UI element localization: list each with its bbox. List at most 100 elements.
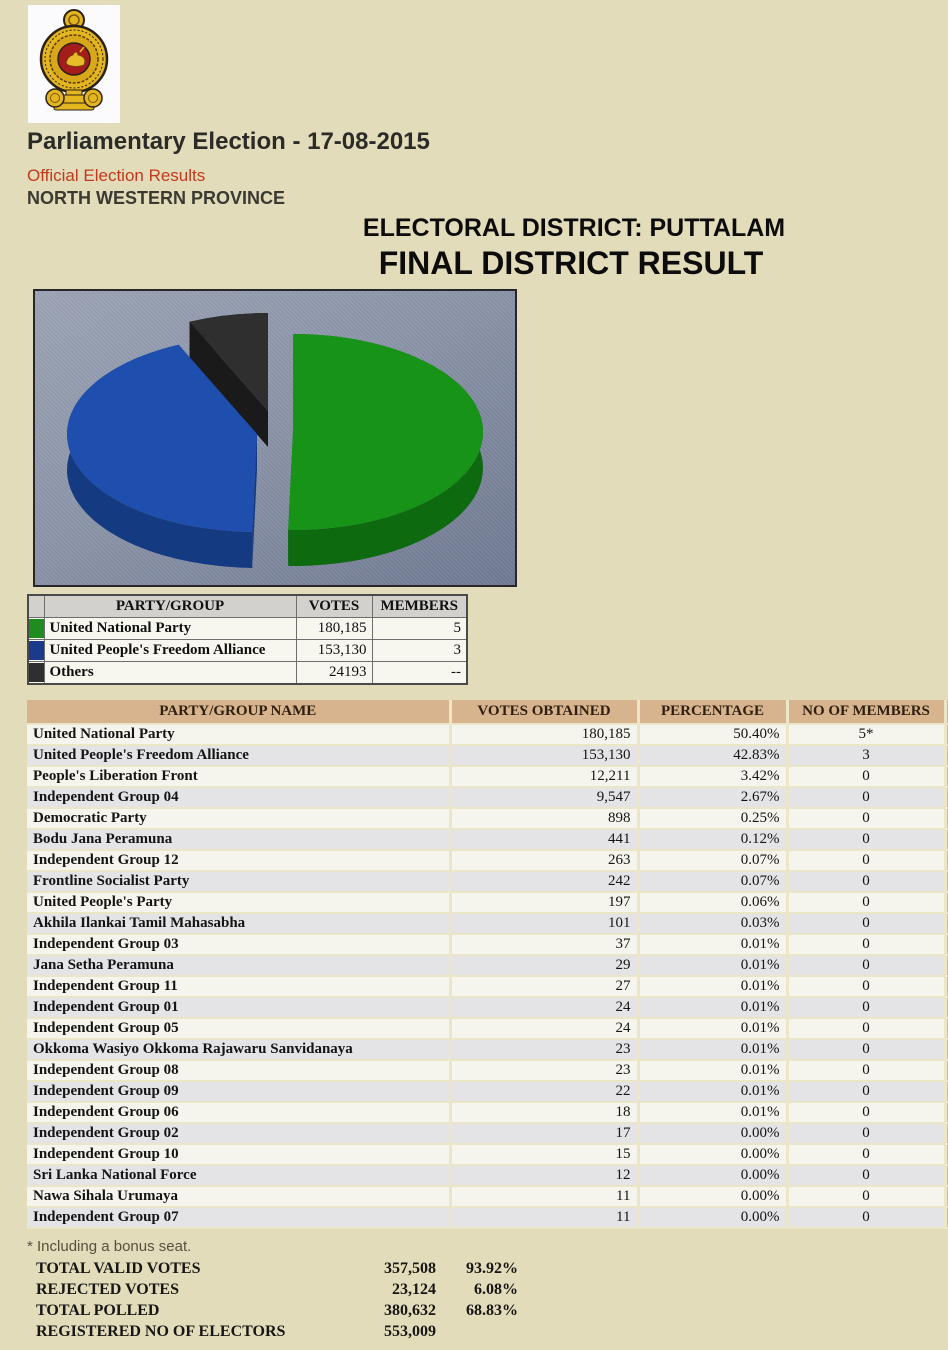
cell-no-of-members: 0 bbox=[787, 976, 947, 998]
cell-percentage: 0.25% bbox=[638, 808, 789, 830]
cell-party-name: Independent Group 11 bbox=[27, 976, 452, 998]
cell-party-name: Others bbox=[43, 661, 297, 685]
cell-filler bbox=[945, 913, 948, 935]
results-row: Independent Group 02 17 0.00% 0 bbox=[27, 1123, 948, 1145]
results-row: Independent Group 01 24 0.01% 0 bbox=[27, 997, 948, 1019]
cell-filler bbox=[945, 1102, 948, 1124]
pie-slice-united-people-s-freedom-alliance bbox=[67, 344, 258, 568]
legend-table-body: United National Party 180,185 5 United Peop… bbox=[27, 617, 468, 685]
cell-members: 3 bbox=[371, 639, 468, 662]
cell-filler bbox=[945, 1018, 948, 1040]
total-value: 553,009 bbox=[384, 1323, 436, 1340]
cell-votes-obtained: 9,547 bbox=[450, 787, 640, 809]
cell-percentage: 0.00% bbox=[638, 1144, 789, 1166]
cell-percentage: 0.01% bbox=[638, 976, 789, 998]
result-title: FINAL DISTRICT RESULT bbox=[378, 245, 764, 281]
page-title: Parliamentary Election - 17-08-2015 bbox=[27, 128, 430, 155]
cell-party-name: Sri Lanka National Force bbox=[27, 1165, 452, 1187]
cell-votes-obtained: 101 bbox=[450, 913, 640, 935]
cell-party-name: Jana Setha Peramuna bbox=[27, 955, 452, 977]
cell-party-name: Independent Group 08 bbox=[27, 1060, 452, 1082]
total-percent: 68.83% bbox=[466, 1302, 518, 1319]
cell-filler bbox=[945, 787, 948, 809]
cell-party-name: Independent Group 09 bbox=[27, 1081, 452, 1103]
legend-votes-header: VOTES bbox=[295, 594, 373, 618]
cell-party-name: Independent Group 01 bbox=[27, 997, 452, 1019]
party-color-swatch bbox=[27, 617, 45, 640]
cell-no-of-members: 0 bbox=[787, 1018, 947, 1040]
legend-row: Others 24193 -- bbox=[27, 661, 468, 685]
cell-filler bbox=[945, 955, 948, 977]
cell-votes-obtained: 27 bbox=[450, 976, 640, 998]
cell-no-of-members: 0 bbox=[787, 871, 947, 893]
results-row: Nawa Sihala Urumaya 11 0.00% 0 bbox=[27, 1186, 948, 1208]
cell-votes-obtained: 15 bbox=[450, 1144, 640, 1166]
total-label: TOTAL POLLED bbox=[36, 1302, 160, 1319]
cell-no-of-members: 0 bbox=[787, 1081, 947, 1103]
cell-percentage: 42.83% bbox=[638, 745, 789, 767]
cell-percentage: 0.06% bbox=[638, 892, 789, 914]
cell-filler bbox=[945, 1060, 948, 1082]
results-row: Independent Group 09 22 0.01% 0 bbox=[27, 1081, 948, 1103]
cell-no-of-members: 0 bbox=[787, 829, 947, 851]
totals-row: REGISTERED NO OF ELECTORS 553,009 bbox=[36, 1321, 518, 1342]
cell-party-name: Nawa Sihala Urumaya bbox=[27, 1186, 452, 1208]
total-percent: 93.92% bbox=[466, 1260, 518, 1277]
cell-votes-obtained: 24 bbox=[450, 997, 640, 1019]
cell-no-of-members: 0 bbox=[787, 1123, 947, 1145]
cell-percentage: 0.00% bbox=[638, 1186, 789, 1208]
legend-swatch-header bbox=[27, 594, 45, 618]
cell-no-of-members: 3 bbox=[787, 745, 947, 767]
legend-table: PARTY/GROUP VOTES MEMBERS United Nationa… bbox=[27, 594, 468, 685]
results-row: Jana Setha Peramuna 29 0.01% 0 bbox=[27, 955, 948, 977]
cell-votes-obtained: 12 bbox=[450, 1165, 640, 1187]
results-row: United People's Freedom Alliance 153,130 4… bbox=[27, 745, 948, 767]
cell-no-of-members: 0 bbox=[787, 1186, 947, 1208]
cell-no-of-members: 0 bbox=[787, 913, 947, 935]
cell-no-of-members: 0 bbox=[787, 1144, 947, 1166]
cell-party-name: Akhila Ilankai Tamil Mahasabha bbox=[27, 913, 452, 935]
legend-party-header: PARTY/GROUP bbox=[43, 594, 297, 618]
totals-row: TOTAL VALID VOTES 357,508 93.92% bbox=[36, 1258, 518, 1279]
cell-filler bbox=[945, 1186, 948, 1208]
cell-votes-obtained: 23 bbox=[450, 1060, 640, 1082]
district-title: ELECTORAL DISTRICT: PUTTALAM bbox=[362, 214, 786, 242]
cell-percentage: 0.12% bbox=[638, 829, 789, 851]
emblem-graphic bbox=[28, 5, 120, 123]
cell-votes: 180,185 bbox=[295, 617, 373, 640]
cell-filler bbox=[945, 850, 948, 872]
cell-party-name: Independent Group 12 bbox=[27, 850, 452, 872]
cell-percentage: 0.01% bbox=[638, 1060, 789, 1082]
cell-percentage: 0.03% bbox=[638, 913, 789, 935]
cell-filler bbox=[945, 1144, 948, 1166]
cell-party-name: Frontline Socialist Party bbox=[27, 871, 452, 893]
cell-percentage: 0.07% bbox=[638, 850, 789, 872]
legend-row: United National Party 180,185 5 bbox=[27, 617, 468, 640]
total-percent bbox=[436, 1321, 518, 1342]
cell-votes-obtained: 18 bbox=[450, 1102, 640, 1124]
results-row: Independent Group 06 18 0.01% 0 bbox=[27, 1102, 948, 1124]
bonus-seat-footnote: * Including a bonus seat. bbox=[27, 1238, 192, 1255]
results-row: United National Party 180,185 50.40% 5* bbox=[27, 724, 948, 746]
cell-party-name: Okkoma Wasiyo Okkoma Rajawaru Sanvidanay… bbox=[27, 1039, 452, 1061]
results-party-header: PARTY/GROUP NAME bbox=[27, 700, 452, 725]
results-row: Frontline Socialist Party 242 0.07% 0 bbox=[27, 871, 948, 893]
cell-party-name: Independent Group 04 bbox=[27, 787, 452, 809]
cell-filler bbox=[945, 829, 948, 851]
cell-votes-obtained: 17 bbox=[450, 1123, 640, 1145]
cell-votes-obtained: 37 bbox=[450, 934, 640, 956]
pie-slice-united-national-party bbox=[288, 334, 484, 566]
party-color-swatch bbox=[27, 661, 45, 685]
cell-filler bbox=[945, 1207, 948, 1229]
cell-party-name: United People's Freedom Alliance bbox=[43, 639, 297, 662]
cell-percentage: 0.01% bbox=[638, 997, 789, 1019]
totals-row: REJECTED VOTES 23,124 6.08% bbox=[36, 1279, 518, 1300]
pie-chart bbox=[33, 289, 517, 587]
cell-party-name: Bodu Jana Peramuna bbox=[27, 829, 452, 851]
cell-percentage: 2.67% bbox=[638, 787, 789, 809]
cell-filler bbox=[945, 745, 948, 767]
legend-header-row: PARTY/GROUP VOTES MEMBERS bbox=[27, 594, 468, 618]
cell-votes-obtained: 197 bbox=[450, 892, 640, 914]
cell-votes-obtained: 24 bbox=[450, 1018, 640, 1040]
cell-filler bbox=[945, 808, 948, 830]
